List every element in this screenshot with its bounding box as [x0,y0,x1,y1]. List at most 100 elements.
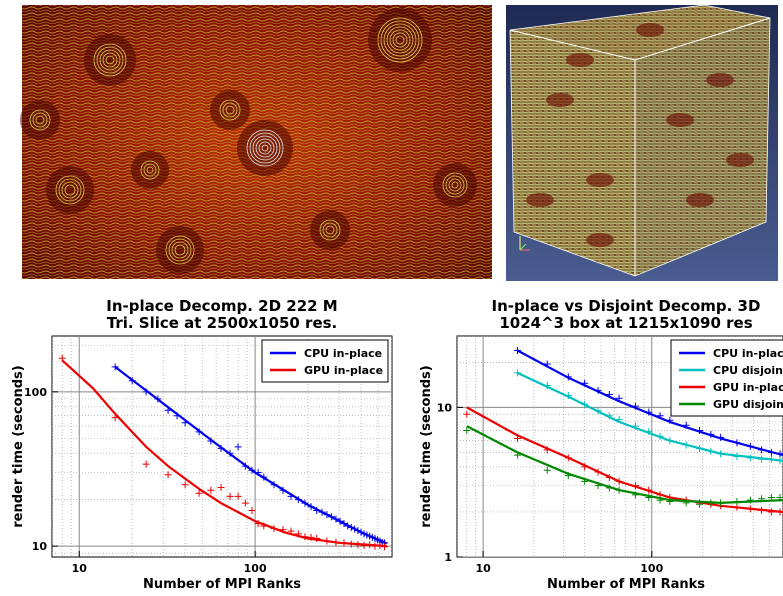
data-point [733,452,741,460]
data-point [666,437,674,445]
data-point [58,354,66,362]
vortex-ring [252,135,278,161]
data-point [564,454,572,462]
vortex-ring [171,241,189,259]
data-point [543,466,551,474]
data-point [696,427,704,435]
vortex-ring [258,141,272,155]
chart-3d-decomposition: 10 100 1 10 In-place vs Disjoint Decomp. 3D1… [419,297,783,592]
data-point [381,543,389,551]
data-point [241,499,249,507]
data-point [581,400,589,408]
data-point [340,539,348,547]
data-point [234,443,242,451]
data-point [717,433,725,441]
data-point [351,525,359,533]
data-point [360,530,368,538]
vortex-ring [389,29,411,51]
lic-3d-cube-image [506,4,778,281]
legend: CPU in-place GPU in-place [261,339,389,383]
vortex-ring [174,244,186,256]
data-point [340,520,348,528]
data-point [234,492,242,500]
dark-streak [706,73,734,87]
data-point [217,444,225,452]
data-point [682,499,690,507]
data-point [142,460,150,468]
dark-streak [546,93,574,107]
data-point [776,508,783,516]
vortex-ring [99,49,121,71]
vortex-ring [392,32,408,48]
data-point [666,497,674,505]
data-point [543,360,551,368]
vortex-ring [96,46,124,74]
data-point [645,427,653,435]
dark-region [368,8,432,72]
data-point [767,508,775,516]
vortex-ring [168,238,192,262]
data-point [746,442,754,450]
data-point [656,496,664,504]
dark-region [46,166,94,214]
data-point [767,448,775,456]
vortex-ring [451,181,459,189]
data-point [226,492,234,500]
data-point [301,533,309,541]
vortex-ring [225,105,235,115]
dark-streak [686,193,714,207]
data-point [605,473,613,481]
data-point [682,441,690,449]
data-point [746,454,754,462]
vortex-ring [377,17,423,63]
chart-title: In-place Decomp. 2D 222 M [106,297,337,315]
vortex-ring [442,172,468,198]
data-point [707,499,715,507]
data-point [260,522,268,530]
data-point [217,483,225,491]
data-point [371,542,379,550]
data-point [354,541,362,549]
data-point [301,499,309,507]
data-point [241,462,249,470]
data-point [287,492,295,500]
data-point [758,495,766,503]
data-point [696,500,704,508]
vortex-ring [319,219,341,241]
dark-region [210,90,250,130]
vortex-ring [322,222,338,238]
data-point [111,414,119,422]
vortex-ring [246,129,284,167]
data-point [564,392,572,400]
dark-streak [526,193,554,207]
vortex-ring [386,26,414,54]
vortex-ring [380,20,420,60]
data-point [307,503,315,511]
legend-label: GPU disjoint [713,398,783,411]
chart-title: In-place vs Disjoint Decomp. 3D [492,297,761,315]
data-point [758,446,766,454]
data-point [581,463,589,471]
data-point [645,493,653,501]
vortex-ring [58,178,82,202]
x-axis-label: Number of MPI Ranks [547,577,705,592]
chart-title: Tri. Slice at 2500x1050 res. [107,314,338,332]
x-tick-label: 100 [640,562,663,575]
data-point [360,541,368,549]
vortex-ring [146,166,154,174]
data-point [332,538,340,546]
dark-region [84,34,136,86]
data-point [594,482,602,490]
data-point [248,507,256,515]
data-point [128,377,136,385]
data-point [463,410,471,418]
data-point [758,506,766,514]
data-point [717,450,725,458]
data-point [645,408,653,416]
axis-triad-icon [519,236,530,251]
data-point [594,386,602,394]
data-point [514,369,522,377]
data-point [173,412,181,420]
lic-2d-image [20,5,492,279]
y-axis-label: render time (seconds) [419,365,434,527]
